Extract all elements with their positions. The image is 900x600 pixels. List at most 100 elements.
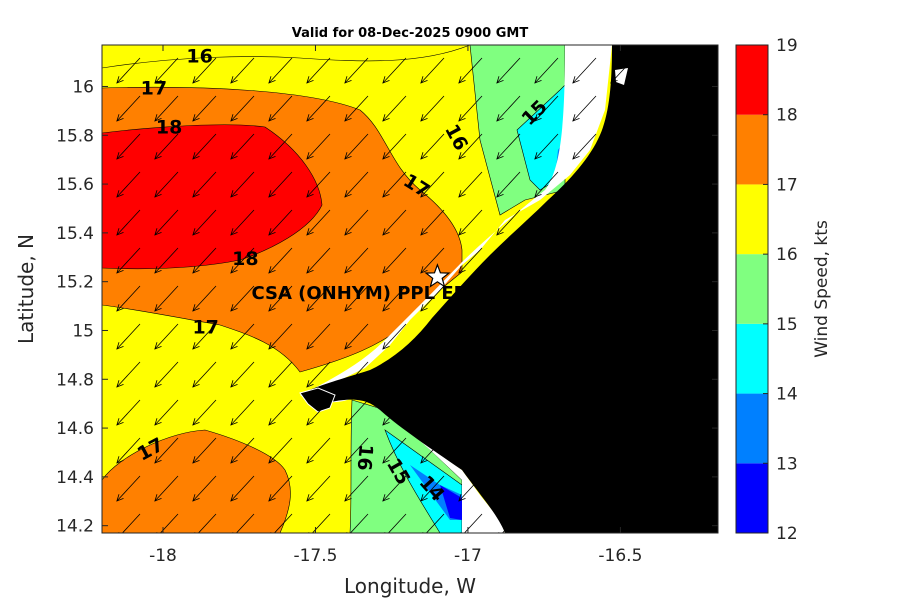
wind-arrow-head [458,228,466,236]
colorbar-segment [736,184,768,255]
wind-arrow-head [192,190,200,198]
wind-arrow-head [344,380,352,388]
wind-arrow-shaft [648,437,673,464]
wind-arrow-head [154,418,162,426]
wind-arrow-shaft [192,475,217,502]
wind-arrow-head [154,114,162,122]
wind-arrow-head [192,76,200,84]
wind-arrow-head [686,380,694,388]
wind-arrow-shaft [610,171,635,198]
wind-arrow-head [230,342,238,350]
wind-arrow-shaft [572,437,597,464]
wind-arrow-shaft [496,399,521,426]
wind-arrow-head [306,342,314,350]
wind-arrow-shaft [230,399,255,426]
contour-label: 18 [232,248,258,270]
wind-arrow-shaft [192,57,217,84]
wind-arrow-head [116,418,124,426]
wind-arrow-shaft [653,513,673,533]
y-tick-label: 15.2 [56,273,94,293]
wind-arrow-shaft [382,95,407,122]
wind-arrow-shaft [306,323,331,350]
wind-arrow-shaft [154,171,179,198]
wind-arrow-shaft [382,247,407,274]
wind-arrow-head [572,304,580,312]
wind-arrow-head [116,456,124,464]
wind-arrow-head [382,494,390,502]
wind-arrow-shaft [458,285,483,312]
wind-arrow-head [610,228,618,236]
wind-arrow-shaft [420,285,445,312]
wind-arrow-shaft [610,57,635,84]
wind-arrow-head [610,76,618,84]
wind-arrow-shaft [686,247,711,274]
wind-arrow-head [534,152,542,160]
wind-arrow-shaft [116,133,141,160]
wind-arrow-head [572,190,580,198]
wind-arrow-shaft [154,437,179,464]
wind-arrow-head [534,380,542,388]
wind-arrow-head [306,114,314,122]
wind-arrow-shaft [382,57,407,84]
wind-arrow-head [382,456,390,464]
star-icon [424,263,451,288]
wind-arrow-head [154,228,162,236]
wind-arrow-shaft [648,171,673,198]
wind-arrow-shaft [306,95,331,122]
wind-arrow-shaft [382,171,407,198]
wind-arrow-shaft [344,361,369,388]
wind-arrow-head [154,190,162,198]
y-tick-label: 14.6 [56,419,94,439]
wind-arrow-shaft [534,361,559,388]
wind-arrow-shaft [154,95,179,122]
wind-arrow-head [382,380,390,388]
wind-arrow-shaft [501,513,521,533]
wind-arrow-head [382,190,390,198]
wind-arrow-head [268,76,276,84]
wind-arrow-shaft [268,209,293,236]
wind-arrow-shaft [306,209,331,236]
wind-arrow-shaft [572,209,597,236]
wind-arrow-head [116,190,124,198]
wind-arrow-shaft [268,95,293,122]
wind-arrow-shaft [230,475,255,502]
wind-arrow-shaft [154,323,179,350]
wind-arrow-head [496,228,504,236]
wind-arrow-head [648,190,656,198]
wind-arrow-head [496,304,504,312]
colorbar-tick-label: 19 [776,36,798,56]
wind-arrow-head [534,228,542,236]
colorbar-segment [736,463,768,533]
wind-arrow-head [192,456,200,464]
wind-arrow-shaft [458,209,483,236]
wind-arrow-shaft [154,361,179,388]
wind-arrow-head [420,418,428,426]
wind-arrow-shaft [192,437,217,464]
wind-arrow-shaft [610,361,635,388]
wind-arrow-head [344,190,352,198]
wind-arrow-head [306,456,314,464]
wind-arrow-shaft [496,133,521,160]
wind-arrow-shaft [344,247,369,274]
wind-arrow-shaft [387,513,407,533]
wind-arrow-head [496,342,504,350]
wind-arrow-shaft [344,57,369,84]
wind-arrow-shaft [534,399,559,426]
land-mask [305,45,718,533]
wind-arrow-head [610,342,618,350]
wind-arrow-head [610,190,618,198]
wind-arrow-shaft [382,323,407,350]
wind-arrow-shaft [344,437,369,464]
wind-arrow-head [420,152,428,160]
wind-arrow-shaft [192,285,217,312]
wind-arrow-head [648,304,656,312]
wind-arrow-shaft [496,437,521,464]
wind-arrow-head [648,456,656,464]
wind-arrow-head [116,342,124,350]
wind-arrow-shaft [496,323,521,350]
wind-arrow-shaft [534,133,559,160]
wind-arrow-shaft [458,437,483,464]
wind-arrow-shaft [496,285,521,312]
colorbar-segment [736,323,768,394]
